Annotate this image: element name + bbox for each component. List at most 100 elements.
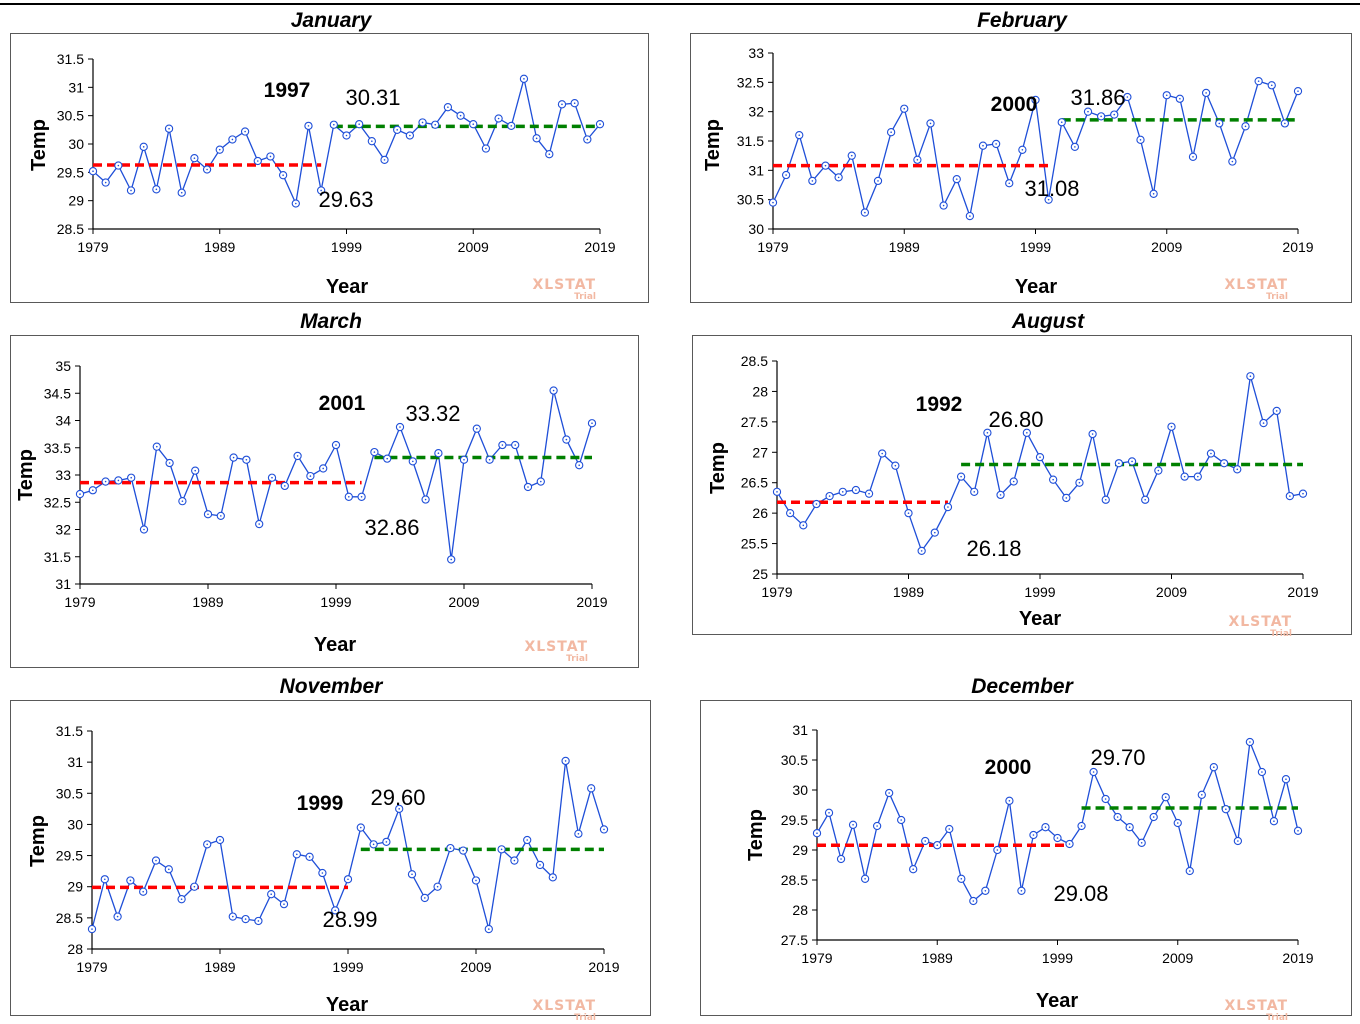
data-point-dot — [104, 878, 106, 881]
watermark-brand: XLSTAT — [1224, 277, 1288, 293]
data-point-dot — [1065, 497, 1068, 499]
after-mean-label: 26.80 — [988, 407, 1043, 432]
before-mean-label: 31.08 — [1024, 176, 1079, 201]
data-point-dot — [79, 493, 81, 495]
watermark-trial: Trial — [566, 654, 588, 664]
data-point-dot — [155, 859, 157, 862]
data-point-dot — [837, 176, 840, 179]
data-point-dot — [421, 121, 424, 124]
after-mean-label: 33.32 — [405, 401, 460, 426]
data-point-dot — [513, 859, 516, 862]
watermark-brand: XLSTAT — [524, 639, 588, 655]
watermark-brand: XLSTAT — [1224, 998, 1288, 1014]
y-tick-label: 30 — [68, 136, 84, 152]
data-point-dot — [412, 460, 414, 463]
x-axis-label: Year — [1019, 608, 1061, 630]
data-point-dot — [852, 824, 854, 826]
data-point-dot — [385, 841, 388, 843]
data-point-dot — [1039, 456, 1041, 458]
data-point-dot — [143, 528, 145, 531]
data-point-dot — [1205, 92, 1207, 94]
data-point-dot — [501, 444, 504, 446]
data-point-dot — [1047, 198, 1050, 201]
data-point-dot — [1118, 462, 1120, 465]
data-point-dot — [527, 486, 529, 488]
x-tick-label: 1999 — [331, 239, 362, 255]
data-point-dot — [1100, 115, 1102, 118]
data-point-dot — [916, 158, 919, 161]
data-point-dot — [960, 475, 962, 478]
y-tick-label: 35 — [55, 358, 71, 374]
y-tick-label: 26.5 — [741, 475, 768, 491]
xlstat-watermark: XLSTAT Trial — [1192, 615, 1292, 640]
data-point-dot — [360, 826, 362, 829]
data-point-dot — [180, 191, 183, 194]
chart-frame — [700, 700, 1352, 1016]
x-axis-label: Year — [1036, 990, 1078, 1012]
data-point-dot — [1026, 432, 1028, 434]
data-point-dot — [459, 114, 462, 117]
change-year-label: 1997 — [264, 79, 311, 102]
data-point-dot — [776, 491, 778, 493]
data-point-dot — [116, 915, 119, 918]
y-tick-label: 30.5 — [737, 192, 764, 208]
data-point-dot — [244, 918, 247, 920]
data-point-dot — [900, 819, 902, 821]
y-tick-label: 31 — [792, 722, 808, 738]
chart-frame — [690, 33, 1352, 303]
x-tick-label: 1989 — [889, 239, 920, 255]
data-point-dot — [1144, 498, 1146, 501]
data-point-dot — [398, 808, 401, 810]
y-tick-label: 28 — [752, 383, 768, 399]
y-tick-label: 31.5 — [44, 549, 71, 565]
data-point-dot — [1140, 842, 1143, 844]
data-point-dot — [510, 125, 513, 127]
data-point-dot — [320, 189, 322, 192]
y-tick-label: 29 — [68, 193, 84, 209]
data-point-dot — [194, 469, 196, 472]
data-point-dot — [1034, 99, 1037, 101]
data-point-dot — [828, 812, 830, 814]
data-point-dot — [1225, 808, 1227, 810]
data-point-dot — [488, 928, 490, 930]
y-tick-label: 31.5 — [57, 51, 84, 67]
x-axis-label: Year — [326, 994, 368, 1016]
data-point-dot — [772, 201, 774, 204]
data-point-dot — [1262, 422, 1265, 424]
x-tick-label: 1979 — [77, 239, 108, 255]
data-point-dot — [383, 159, 386, 161]
data-point-dot — [552, 876, 554, 879]
x-tick-label: 1979 — [761, 584, 792, 600]
x-tick-label: 2019 — [576, 594, 607, 610]
data-point-dot — [1113, 113, 1116, 116]
data-point-dot — [130, 476, 132, 479]
data-point-dot — [321, 872, 324, 874]
data-point-dot — [91, 928, 93, 930]
data-point-dot — [816, 832, 818, 834]
data-point-dot — [1223, 462, 1225, 465]
x-axis-label: Year — [314, 634, 356, 656]
data-point-dot — [1261, 771, 1263, 773]
data-point-dot — [578, 464, 580, 466]
data-point-dot — [117, 164, 120, 167]
x-tick-label: 1989 — [192, 594, 223, 610]
after-mean-label: 31.86 — [1070, 85, 1125, 110]
xlstat-watermark: XLSTAT Trial — [488, 639, 588, 665]
after-mean-label: 30.31 — [345, 85, 400, 110]
data-point-dot — [973, 491, 976, 493]
change-year-label: 1992 — [916, 393, 963, 416]
data-point-dot — [373, 451, 376, 453]
data-point-dot — [296, 853, 298, 856]
change-year-label: 2000 — [985, 756, 1032, 779]
data-point-dot — [586, 138, 589, 141]
data-point-dot — [972, 900, 975, 902]
y-tick-label: 34 — [55, 413, 71, 429]
data-point-dot — [850, 154, 853, 157]
y-tick-label: 30 — [748, 221, 764, 237]
data-point-dot — [335, 444, 337, 446]
change-year-label: 2001 — [319, 392, 366, 415]
data-point-dot — [1012, 480, 1015, 483]
data-point-dot — [540, 480, 542, 483]
